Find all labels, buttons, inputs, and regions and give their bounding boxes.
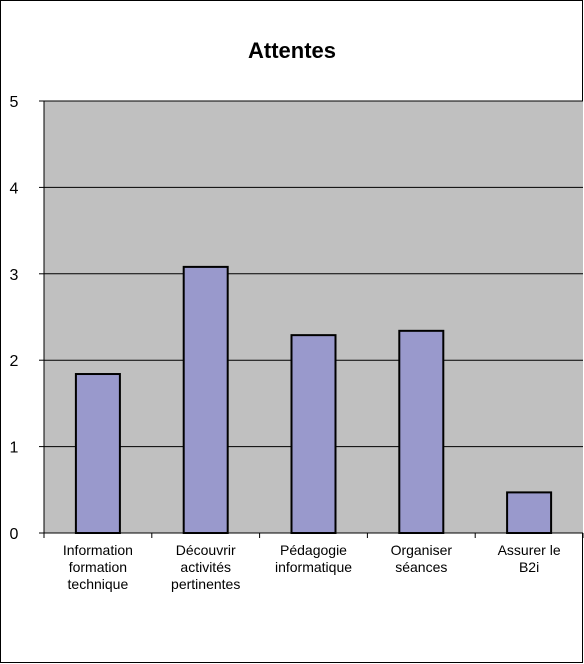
y-tick-label: 4 <box>10 180 19 197</box>
y-tick-label: 1 <box>10 440 19 457</box>
x-tick-label-line: technique <box>68 576 129 592</box>
x-tick-label-line: formation <box>69 559 127 575</box>
y-tick-label: 2 <box>10 353 19 370</box>
y-tick-label: 3 <box>10 267 19 284</box>
x-tick-label: Assurer le B2i <box>498 542 561 575</box>
x-tick-label-line: Découvrir <box>176 542 236 558</box>
x-tick-label-line: Pédagogie <box>280 542 347 558</box>
x-tick-label-line: séances <box>395 559 447 575</box>
bars <box>74 265 553 535</box>
bar <box>182 265 229 534</box>
x-tick-label: Organiser séances <box>391 542 453 575</box>
axes <box>39 100 584 538</box>
x-tick-label: Information formation technique <box>63 542 133 592</box>
x-tick-label-line: Organiser <box>391 542 453 558</box>
x-tick-label-line: pertinentes <box>171 576 240 592</box>
x-tick-label: Découvrir activités pertinentes <box>171 542 240 592</box>
x-tick-label-line: informatique <box>275 559 352 575</box>
bar <box>398 329 445 534</box>
y-tick-label: 5 <box>10 94 19 111</box>
bar <box>74 373 121 534</box>
bar <box>290 334 337 535</box>
x-tick-label-line: Assurer le <box>498 542 561 558</box>
x-tick-label-line: B2i <box>519 559 539 575</box>
x-tick-label: Pédagogie informatique <box>275 542 352 575</box>
chart-title: Attentes <box>247 38 336 63</box>
y-tick-label: 0 <box>10 526 19 543</box>
x-tick-label-line: Information <box>63 542 133 558</box>
bar <box>506 491 553 534</box>
x-tick-label-line: activités <box>180 559 231 575</box>
labels: 0 1 2 3 4 5 Information formation technique Décou… <box>10 94 561 592</box>
